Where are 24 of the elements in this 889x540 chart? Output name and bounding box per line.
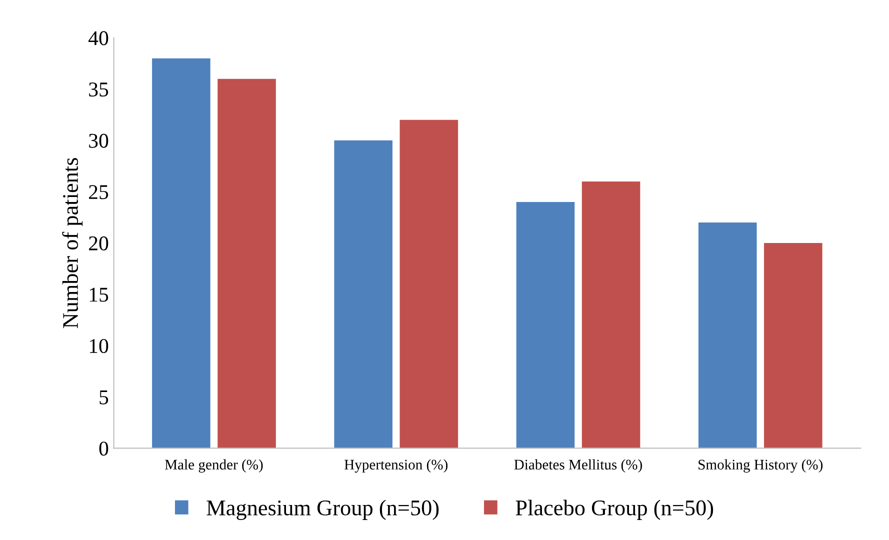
bar (764, 243, 822, 448)
x-tick-label: Diabetes Mellitus (%) (514, 459, 642, 473)
bar (698, 222, 757, 448)
bar (334, 140, 392, 448)
y-tick-label: 20 (89, 236, 108, 250)
bar (152, 58, 210, 448)
y-tick-label: 30 (89, 134, 108, 148)
y-tick-label: 10 (90, 338, 108, 354)
x-tick-label: Male gender (%) (164, 459, 263, 473)
y-tick-label: 25 (89, 185, 108, 200)
y-tick-label: 0 (99, 442, 108, 456)
bar (582, 181, 640, 448)
y-tick-label: 15 (90, 288, 108, 302)
bar (516, 202, 575, 448)
x-tick-label: Smoking History (%) (698, 459, 823, 473)
x-tick-label: Hypertension (%) (344, 459, 448, 473)
legend-label: Placebo Group (n=50) (516, 500, 714, 520)
bar (400, 120, 458, 448)
y-tick-label: 35 (89, 82, 108, 97)
y-tick-label: 5 (100, 390, 108, 404)
legend-label: Magnesium Group (n=50) (206, 500, 439, 520)
y-axis-title: Number of patients (62, 158, 83, 328)
bar (218, 78, 276, 448)
y-tick-label: 40 (88, 31, 108, 46)
